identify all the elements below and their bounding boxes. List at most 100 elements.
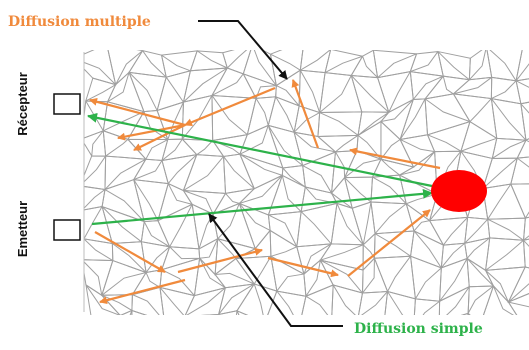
- grain-cell: [361, 257, 389, 294]
- grain-cell: [160, 246, 201, 271]
- grain-cell: [159, 286, 196, 315]
- grain-cell: [120, 314, 122, 315]
- grain-cell: [324, 50, 364, 76]
- grain-cell: [510, 156, 529, 185]
- grain-cell: [267, 174, 306, 216]
- grain-cell: [523, 238, 529, 269]
- grain-cell: [198, 237, 219, 276]
- grain-cell: [409, 71, 445, 100]
- grain-cell: [281, 164, 306, 188]
- grain-cell: [511, 318, 529, 345]
- receiver-transducer: [53, 93, 81, 115]
- grain-cell: [84, 130, 107, 157]
- incident-ray: [91, 188, 433, 226]
- scatter-arrow: [184, 86, 276, 127]
- scatter-arrow: [117, 123, 186, 141]
- scatter-arrow: [94, 231, 166, 273]
- grain-cell: [85, 77, 117, 103]
- grain-cell: [510, 183, 529, 219]
- multiple-callout-pointer: [198, 20, 288, 80]
- multiple-scattering-paths: [89, 79, 441, 305]
- grain-cell: [214, 257, 256, 289]
- grain-cell: [200, 313, 220, 315]
- grain-cell: [267, 290, 307, 315]
- scatter-arrow: [99, 278, 186, 305]
- grain-cell: [507, 293, 529, 315]
- grain-cell: [482, 285, 518, 315]
- scatter-arrow: [349, 147, 441, 170]
- grain-cell: [480, 319, 519, 345]
- grain-cell: [131, 309, 148, 315]
- grain-cell: [317, 111, 363, 137]
- grain-cell: [409, 255, 442, 302]
- grain-cell: [191, 203, 219, 250]
- grain-cell: [101, 205, 145, 245]
- grain-cell: [522, 216, 529, 241]
- recepteur-label: Récepteur: [15, 72, 30, 136]
- scatter-arrow: [347, 209, 431, 277]
- grain-cell: [516, 138, 529, 159]
- grain-cell: [491, 137, 527, 159]
- grain-cell: [217, 310, 240, 315]
- grain-microstructure: [84, 50, 529, 345]
- grain-cell: [515, 50, 529, 82]
- grain-cell: [211, 67, 257, 99]
- grain-cell: [84, 238, 114, 262]
- grain-cell: [482, 183, 527, 220]
- grain-cell: [296, 202, 338, 248]
- grain-cell: [440, 242, 468, 269]
- emetteur-label: Emetteur: [15, 201, 30, 257]
- grain-cell: [301, 284, 334, 315]
- grain-cell: [319, 243, 364, 271]
- grain-cell: [358, 290, 389, 315]
- scatter-arrow: [267, 256, 339, 278]
- grain-cell: [452, 93, 498, 140]
- scatter-arrow: [133, 124, 186, 151]
- grain-cell: [267, 211, 302, 248]
- grain-cell: [189, 50, 228, 72]
- grain-cell: [515, 78, 529, 105]
- scatter-arrow: [177, 247, 263, 274]
- grain-cell: [467, 285, 495, 315]
- grain-cell: [157, 316, 184, 345]
- grain-cell: [120, 309, 133, 315]
- emitter-transducer: [53, 219, 81, 241]
- grain-cell: [140, 241, 171, 274]
- grain-cell: [380, 98, 415, 141]
- grain-cell: [236, 283, 278, 315]
- grain-cell: [464, 216, 491, 244]
- grain-cell: [104, 155, 147, 191]
- grain-cell: [376, 71, 414, 113]
- grain-cell: [384, 290, 416, 315]
- grain-cell: [426, 120, 471, 153]
- grain-cell: [466, 257, 495, 288]
- grain-cell: [302, 151, 337, 194]
- grain-cell: [520, 101, 529, 141]
- grain-cell: [373, 230, 415, 259]
- scatter-arrow: [89, 97, 186, 127]
- grain-cell: [373, 255, 416, 300]
- grain-cell: [438, 285, 470, 315]
- grain-cell: [399, 98, 429, 141]
- grain-cell: [357, 111, 390, 137]
- grain-cell: [269, 229, 305, 276]
- grain-cell: [330, 202, 364, 246]
- grain-cell: [319, 72, 363, 114]
- grain-cell: [437, 50, 471, 81]
- grain-cell: [507, 266, 529, 304]
- simple-callout-pointer: [208, 213, 343, 327]
- grain-cell: [485, 237, 526, 271]
- grain-cell: [107, 50, 144, 86]
- scatter-arrow: [291, 79, 320, 149]
- grain-cell: [236, 309, 249, 315]
- grain-cell: [102, 130, 148, 160]
- scatterer-defect: [431, 170, 487, 212]
- grain-cell: [362, 232, 376, 272]
- grain-cell: [452, 76, 493, 100]
- grain-cell: [293, 105, 321, 138]
- diffusion-multiple-label: Diffusion multiple: [8, 14, 151, 30]
- grain-cell: [85, 283, 121, 315]
- backscattered-ray: [87, 112, 433, 188]
- diffusion-simple-label: Diffusion simple: [354, 321, 483, 337]
